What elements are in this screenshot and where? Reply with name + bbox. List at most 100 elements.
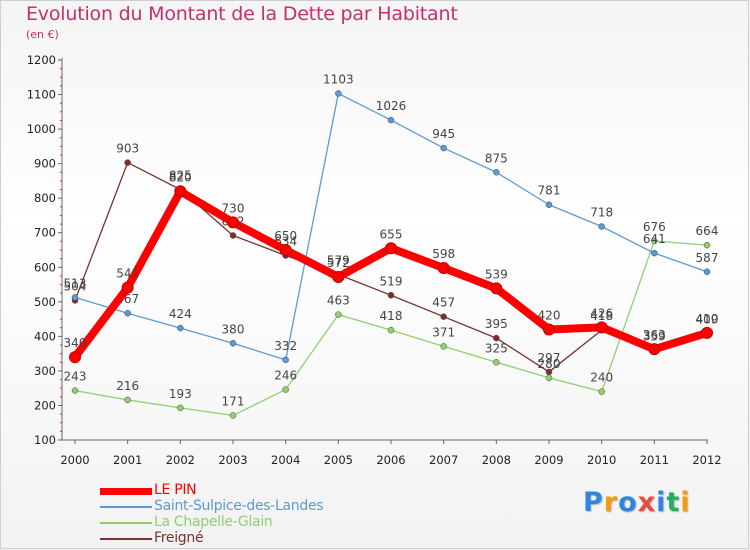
data-point bbox=[493, 334, 500, 342]
data-label: 426 bbox=[590, 306, 613, 320]
data-point bbox=[545, 374, 553, 382]
data-point bbox=[701, 326, 713, 339]
data-point bbox=[335, 311, 342, 318]
legend-swatch bbox=[100, 506, 152, 508]
x-tick-label: 2007 bbox=[429, 453, 458, 467]
data-label: 1026 bbox=[376, 99, 407, 113]
data-point bbox=[545, 201, 553, 208]
data-label: 513 bbox=[64, 276, 87, 290]
data-point bbox=[229, 412, 237, 419]
data-label: 655 bbox=[380, 227, 403, 241]
data-point bbox=[71, 294, 79, 301]
data-label: 457 bbox=[432, 296, 455, 310]
data-label: 587 bbox=[696, 251, 719, 265]
y-tick-label: 1200 bbox=[27, 53, 56, 67]
data-label: 504 bbox=[64, 279, 87, 293]
x-tick-label: 2004 bbox=[271, 453, 300, 467]
data-point bbox=[229, 232, 237, 239]
x-tick-label: 2011 bbox=[640, 453, 669, 467]
data-label: 781 bbox=[538, 184, 561, 198]
data-label: 825 bbox=[169, 169, 192, 183]
data-label: 193 bbox=[169, 387, 192, 401]
data-label: 641 bbox=[643, 232, 666, 246]
x-tick-label: 2000 bbox=[60, 453, 89, 467]
data-point bbox=[493, 359, 500, 366]
data-label: 664 bbox=[696, 224, 719, 238]
y-tick-label: 100 bbox=[34, 433, 56, 447]
legend-label: Saint-Sulpice-des-Landes bbox=[154, 498, 324, 514]
data-label: 380 bbox=[222, 322, 245, 336]
data-label: 280 bbox=[538, 357, 561, 371]
data-label: 340 bbox=[64, 336, 87, 350]
data-label: 363 bbox=[643, 328, 666, 342]
data-point bbox=[124, 159, 131, 166]
data-point bbox=[124, 309, 131, 317]
series-le-pin: 340 541 820 730 650 572 655 598 539 420 426 363 410 bbox=[64, 170, 719, 364]
data-point bbox=[648, 343, 661, 356]
data-label: 420 bbox=[538, 308, 561, 322]
data-label: 945 bbox=[432, 127, 455, 141]
data-point bbox=[282, 356, 289, 364]
data-label: 424 bbox=[169, 307, 192, 321]
y-tick-label: 700 bbox=[34, 226, 56, 240]
x-tick-label: 2009 bbox=[534, 453, 563, 467]
data-label: 650 bbox=[274, 229, 297, 243]
data-point bbox=[69, 351, 81, 364]
data-label: 718 bbox=[590, 206, 613, 220]
data-point bbox=[598, 223, 605, 230]
data-point bbox=[543, 323, 555, 336]
y-tick-label: 800 bbox=[34, 191, 56, 205]
data-point bbox=[651, 237, 658, 245]
x-tick-label: 2002 bbox=[166, 453, 195, 467]
legend-label: Freigné bbox=[154, 530, 204, 546]
chart-title: Evolution du Montant de la Dette par Hab… bbox=[26, 3, 458, 25]
data-label: 539 bbox=[485, 267, 508, 281]
data-point bbox=[490, 282, 503, 295]
x-tick-label: 2008 bbox=[482, 453, 511, 467]
series-line bbox=[74, 161, 708, 373]
x-tick-label: 2003 bbox=[218, 453, 247, 467]
legend-swatch bbox=[100, 488, 152, 495]
y-tick-label: 400 bbox=[34, 329, 56, 343]
data-point bbox=[227, 216, 239, 229]
data-label: 246 bbox=[274, 369, 297, 383]
y-tick-label: 1000 bbox=[27, 122, 56, 136]
data-point bbox=[493, 169, 500, 176]
data-point bbox=[703, 268, 711, 276]
legend-swatch bbox=[100, 538, 152, 540]
data-point bbox=[651, 249, 658, 257]
data-point bbox=[440, 144, 447, 152]
data-point bbox=[229, 340, 237, 347]
data-point bbox=[440, 313, 447, 320]
data-label: 410 bbox=[696, 312, 719, 326]
x-tick-label: 2005 bbox=[324, 453, 353, 467]
x-tick-label: 2010 bbox=[587, 453, 616, 467]
data-point bbox=[332, 270, 345, 283]
data-label: 240 bbox=[590, 371, 613, 385]
data-label: 371 bbox=[432, 325, 455, 339]
x-tick-label: 2012 bbox=[692, 453, 721, 467]
y-tick-label: 900 bbox=[34, 157, 56, 171]
data-point bbox=[598, 388, 605, 395]
data-label: 903 bbox=[116, 142, 139, 156]
data-point bbox=[437, 261, 450, 274]
data-label: 541 bbox=[116, 267, 139, 281]
data-point bbox=[279, 244, 292, 256]
y-tick-label: 600 bbox=[34, 260, 56, 274]
legend-swatch bbox=[100, 522, 152, 524]
data-label: 572 bbox=[327, 256, 350, 270]
legend-label: La Chapelle-Glain bbox=[154, 514, 273, 530]
data-label: 875 bbox=[485, 151, 508, 165]
data-label: 359 bbox=[643, 330, 666, 344]
data-label: 463 bbox=[327, 294, 350, 308]
series-saint-sulpice-des-landes: 5134674243803321103102694587578171864158… bbox=[64, 73, 719, 364]
data-label: 418 bbox=[380, 309, 403, 323]
data-point bbox=[177, 324, 184, 332]
data-label: 395 bbox=[485, 317, 508, 331]
data-point bbox=[387, 292, 395, 299]
data-label: 216 bbox=[116, 379, 139, 393]
data-label: 325 bbox=[485, 341, 508, 355]
data-label: 297 bbox=[538, 351, 561, 365]
data-point bbox=[174, 185, 187, 198]
